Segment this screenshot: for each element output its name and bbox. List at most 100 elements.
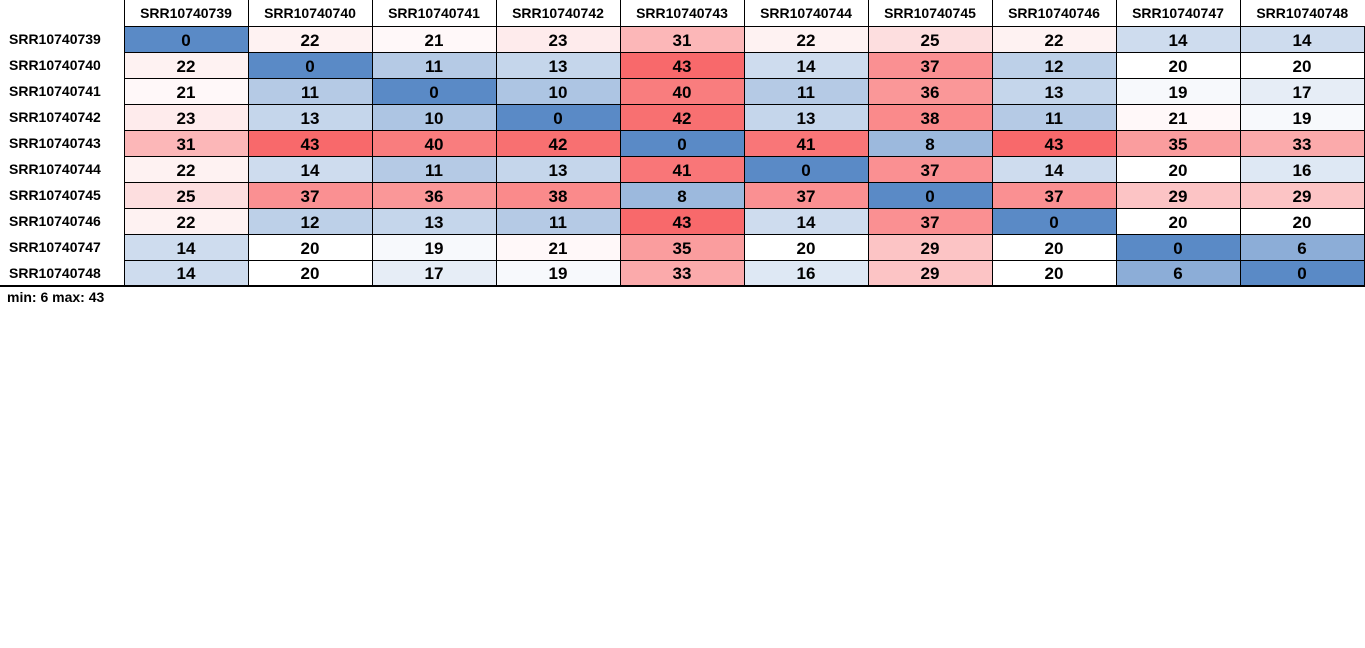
heatmap-cell: 21: [123, 77, 249, 105]
heatmap-cell: 19: [1115, 77, 1241, 105]
min-max-label: min: 6 max: 43: [7, 289, 105, 305]
heatmap-body: SRR10740739 0 22 21 23 31 22 25 22 14 14 SRR1074074…: [0, 25, 1365, 287]
heatmap-cell: 13: [991, 77, 1117, 105]
row-header: SRR10740745: [9, 187, 101, 203]
heatmap-cell: 17: [371, 259, 497, 287]
column-header: SRR10740742: [495, 0, 620, 26]
column-header: SRR10740746: [991, 0, 1116, 26]
table-row: SRR10740746 22 12 13 11 43 14 37 0 20 20: [0, 207, 1365, 235]
heatmap-cell: 43: [247, 129, 373, 157]
heatmap-cell: 6: [1115, 259, 1241, 287]
heatmap-cell: 42: [495, 129, 621, 157]
heatmap-cell: 35: [1115, 129, 1241, 157]
heatmap-cell: 20: [1115, 155, 1241, 183]
column-header: SRR10740748: [1239, 0, 1364, 26]
heatmap-cell: 22: [123, 207, 249, 235]
heatmap-cell: 23: [495, 25, 621, 53]
heatmap-cell: 0: [495, 103, 621, 131]
heatmap-cell: 37: [867, 51, 993, 79]
heatmap-cell: 21: [371, 25, 497, 53]
table-row: SRR10740740 22 0 11 13 43 14 37 12 20 20: [0, 51, 1365, 79]
heatmap-cell: 36: [867, 77, 993, 105]
row-header: SRR10740746: [9, 213, 101, 229]
heatmap-cell: 20: [1115, 207, 1241, 235]
heatmap-cell: 29: [1239, 181, 1365, 209]
row-header: SRR10740741: [9, 83, 101, 99]
heatmap-cell: 14: [1115, 25, 1241, 53]
heatmap-cell: 20: [1239, 207, 1365, 235]
heatmap-cell: 36: [371, 181, 497, 209]
row-header: SRR10740742: [9, 109, 101, 125]
heatmap-cell: 38: [867, 103, 993, 131]
heatmap-cell: 11: [371, 51, 497, 79]
heatmap-cell: 14: [743, 207, 869, 235]
heatmap-cell: 16: [1239, 155, 1365, 183]
heatmap-cell: 20: [991, 259, 1117, 287]
column-header: SRR10740740: [247, 0, 372, 26]
heatmap-cell: 29: [867, 233, 993, 261]
heatmap-cell: 37: [743, 181, 869, 209]
heatmap-cell: 29: [1115, 181, 1241, 209]
heatmap-cell: 23: [123, 103, 249, 131]
heatmap-cell: 0: [371, 77, 497, 105]
heatmap-cell: 14: [123, 259, 249, 287]
heatmap-cell: 12: [991, 51, 1117, 79]
heatmap-cell: 29: [867, 259, 993, 287]
heatmap-cell: 0: [247, 51, 373, 79]
heatmap-cell: 33: [619, 259, 745, 287]
column-header: SRR10740743: [619, 0, 744, 26]
heatmap-cell: 42: [619, 103, 745, 131]
heatmap-cell: 22: [123, 155, 249, 183]
row-header: SRR10740747: [9, 239, 101, 255]
heatmap-cell: 0: [867, 181, 993, 209]
heatmap-cell: 13: [495, 155, 621, 183]
table-row: SRR10740747 14 20 19 21 35 20 29 20 0 6: [0, 233, 1365, 261]
table-row: SRR10740741 21 11 0 10 40 11 36 13 19 17: [0, 77, 1365, 105]
heatmap-cell: 22: [247, 25, 373, 53]
row-header: SRR10740748: [0, 260, 124, 287]
heatmap-cell: 0: [991, 207, 1117, 235]
heatmap-cell: 37: [247, 181, 373, 209]
heatmap-cell: 11: [991, 103, 1117, 131]
heatmap-cell: 14: [247, 155, 373, 183]
heatmap-cell: 8: [867, 129, 993, 157]
column-header: SRR10740744: [743, 0, 868, 26]
heatmap-cell: 14: [991, 155, 1117, 183]
heatmap-cell: 37: [867, 155, 993, 183]
heatmap-cell: 19: [1239, 103, 1365, 131]
table-row: SRR10740744 22 14 11 13 41 0 37 14 20 16: [0, 155, 1365, 183]
heatmap-cell: 0: [1115, 233, 1241, 261]
heatmap-cell: 11: [371, 155, 497, 183]
heatmap-cell: 20: [1115, 51, 1241, 79]
heatmap-cell: 0: [123, 25, 249, 53]
heatmap-cell: 11: [495, 207, 621, 235]
heatmap-cell: 41: [619, 155, 745, 183]
heatmap-cell: 19: [495, 259, 621, 287]
heatmap-cell: 40: [619, 77, 745, 105]
heatmap-cell: 19: [371, 233, 497, 261]
row-header: SRR10740744: [9, 161, 101, 177]
heatmap-cell: 13: [495, 51, 621, 79]
heatmap-cell: 0: [743, 155, 869, 183]
heatmap-cell: 13: [743, 103, 869, 131]
heatmap-cell: 21: [1115, 103, 1241, 131]
heatmap-cell: 25: [867, 25, 993, 53]
heatmap-cell: 40: [371, 129, 497, 157]
heatmap-cell: 37: [991, 181, 1117, 209]
heatmap-cell: 22: [123, 51, 249, 79]
heatmap-cell: 33: [1239, 129, 1365, 157]
column-header: SRR10740741: [371, 0, 496, 26]
heatmap-cell: 11: [247, 77, 373, 105]
heatmap-cell: 11: [743, 77, 869, 105]
heatmap-cell: 14: [123, 233, 249, 261]
heatmap-cell: 21: [495, 233, 621, 261]
corner-cell: [0, 0, 124, 26]
row-header: SRR10740740: [9, 57, 101, 73]
heatmap-cell: 14: [1239, 25, 1365, 53]
heatmap-cell: 20: [991, 233, 1117, 261]
heatmap-cell: 0: [619, 129, 745, 157]
heatmap-table: SRR10740739 SRR10740740 SRR10740741 SRR1…: [0, 0, 1365, 287]
heatmap-cell: 20: [247, 259, 373, 287]
column-header: SRR10740747: [1115, 0, 1240, 26]
heatmap-cell: 41: [743, 129, 869, 157]
